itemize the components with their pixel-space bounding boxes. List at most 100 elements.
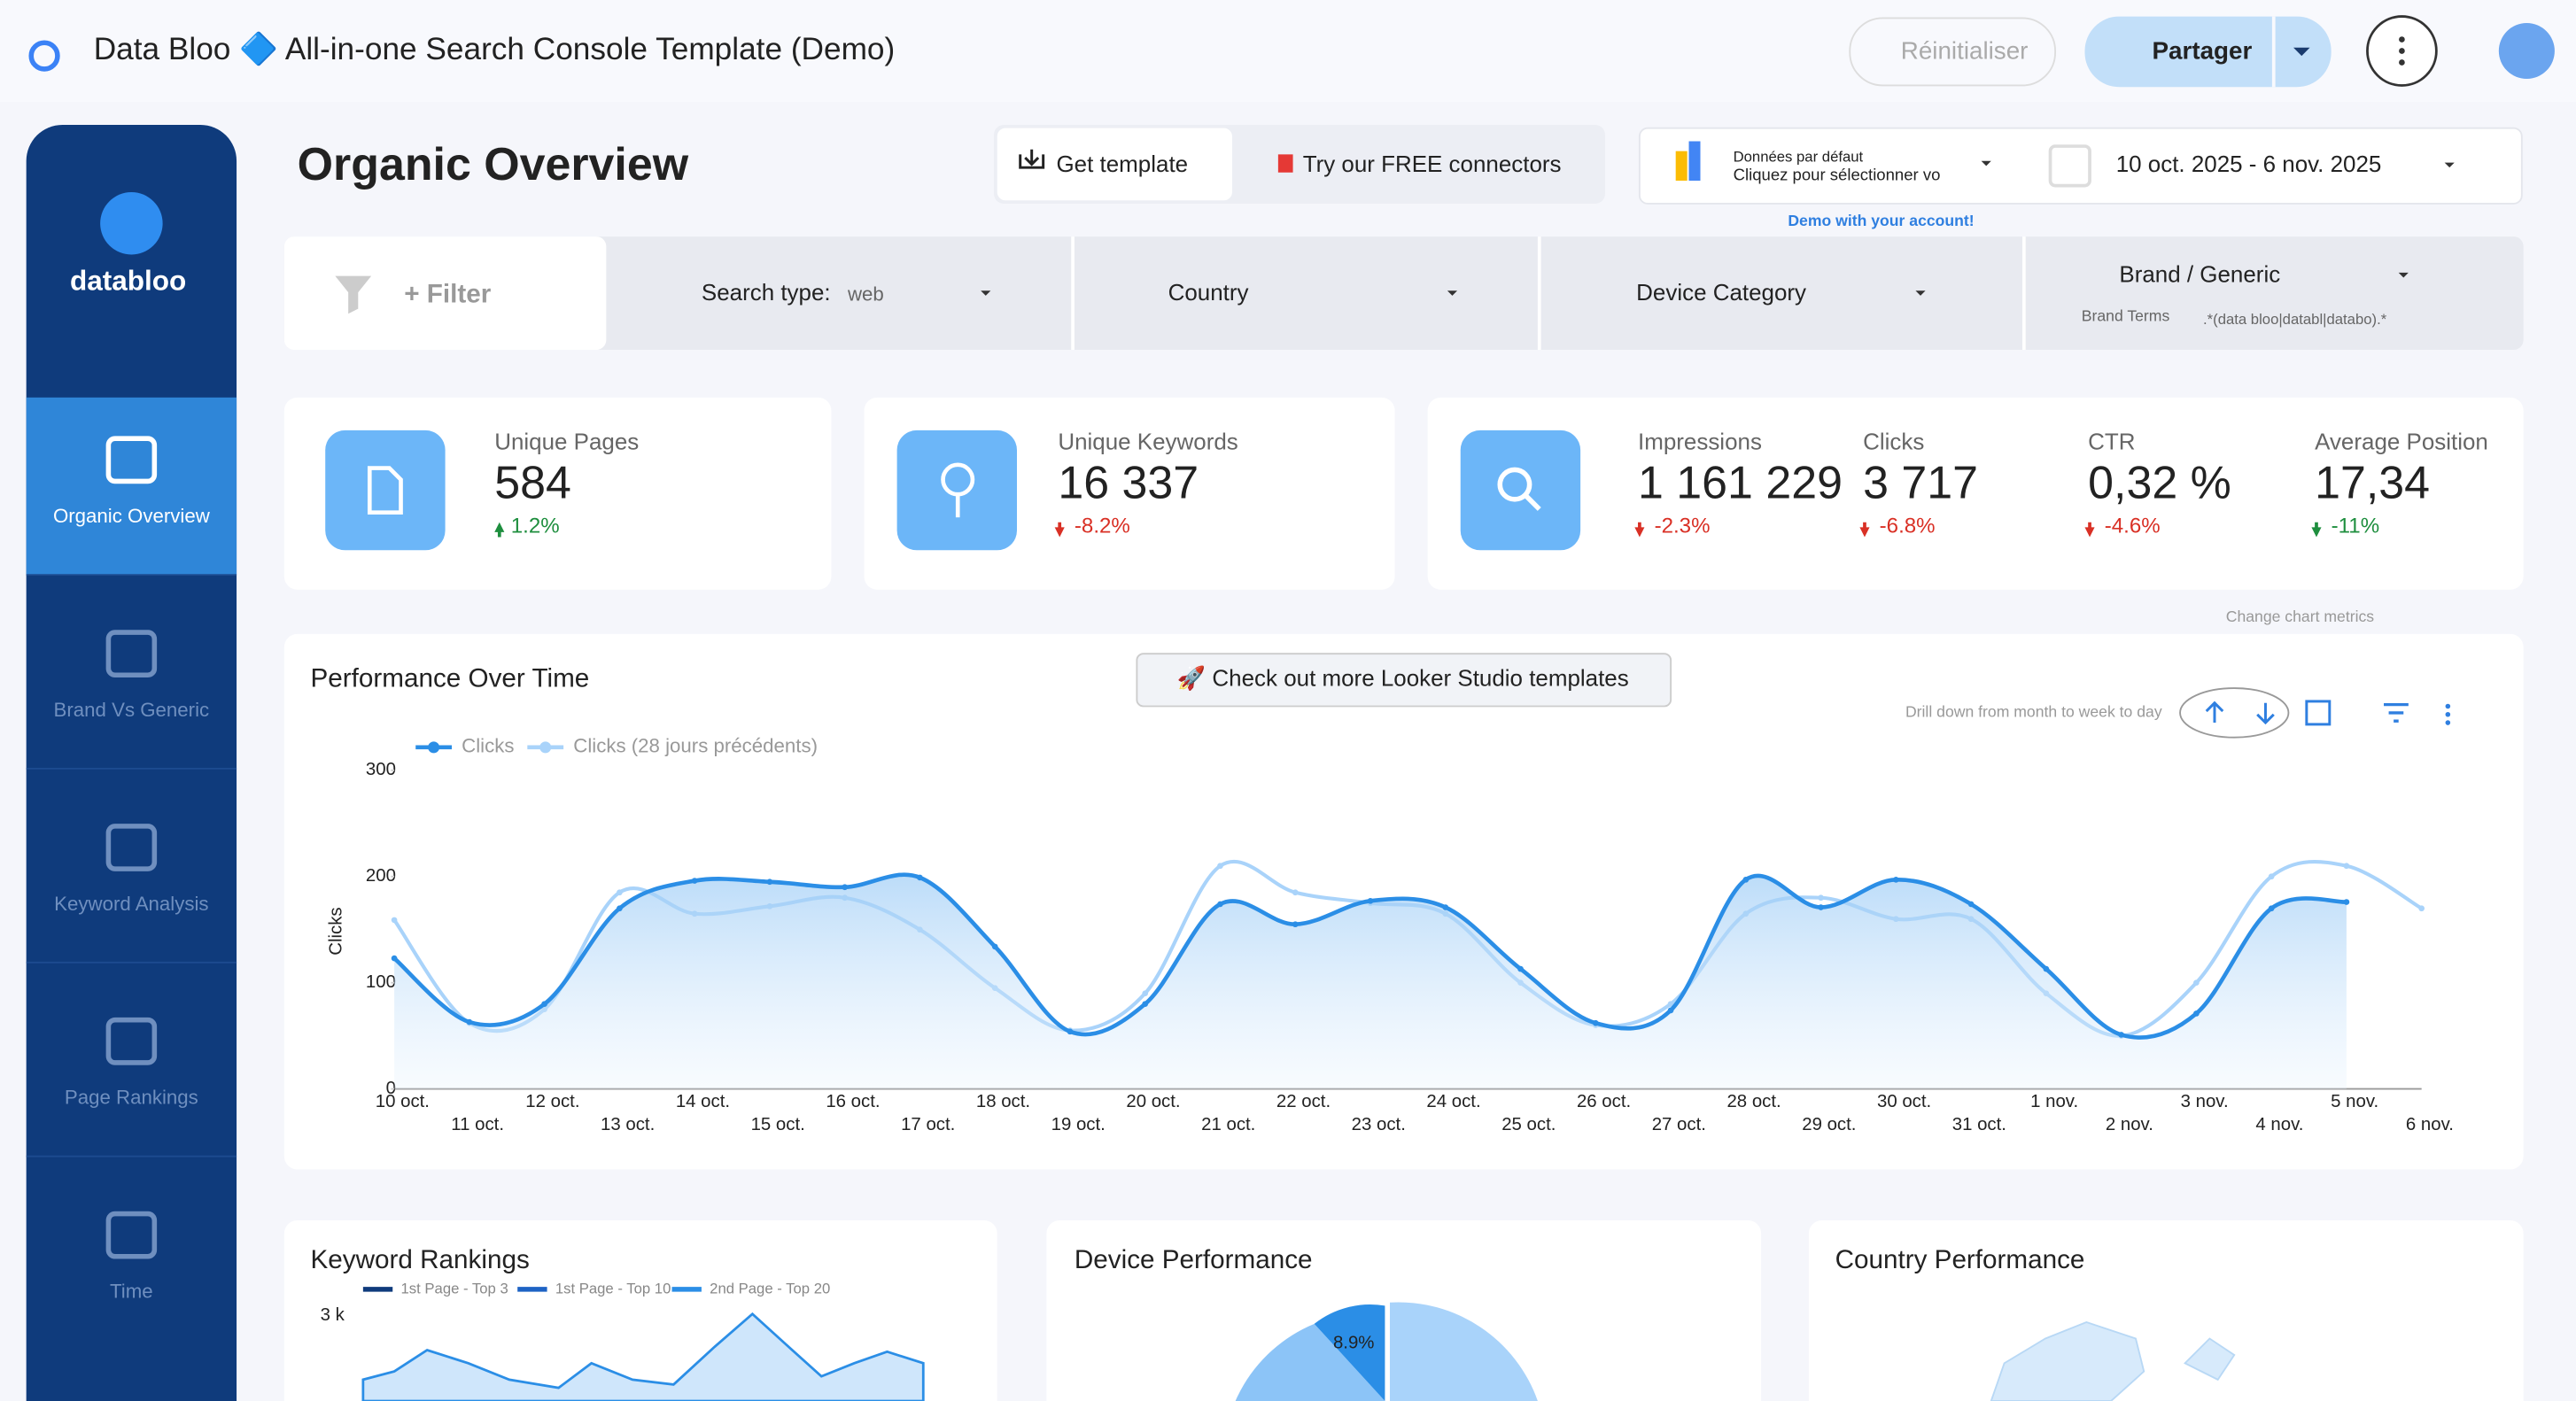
brand-filter[interactable]: Brand / Generic [2119,260,2280,287]
drill-circle [2179,687,2290,739]
brand-regex: .*(data bloo|databl|databo).* [2203,311,2387,328]
x-tick-label: 31 oct. [1952,1115,2006,1134]
x-tick-label: 1 nov. [2030,1092,2078,1111]
x-tick-label: 21 oct. [1201,1115,1255,1134]
pages-icon [325,430,446,551]
point [1592,1019,1599,1026]
x-tick-label: 2 nov. [2106,1115,2153,1134]
search-type-value[interactable]: web [847,283,884,306]
date-dropdown[interactable] [2444,162,2455,168]
point [1067,1028,1074,1035]
x-tick-label: 6 nov. [2406,1115,2454,1134]
menu-item[interactable]: Time [110,1280,153,1302]
get-template-label[interactable]: Get template [1057,151,1189,177]
point [1967,901,1975,908]
share-button[interactable] [2084,16,2332,88]
device-title: Device Performance [1075,1245,1313,1274]
point [1142,1001,1149,1008]
menu-item[interactable]: Brand Vs Generic [54,699,210,721]
chart-title: Performance Over Time [311,664,590,693]
point [1142,990,1149,997]
drill-arrows[interactable] [2205,700,2275,725]
source-dropdown[interactable] [1981,160,1991,166]
dot [2399,48,2405,54]
share-label: Partager [2153,37,2253,65]
point [1217,901,1223,908]
download-icon [1019,149,1045,169]
cta-button[interactable] [1136,653,1672,708]
x-tick-label: 5 nov. [2331,1092,2378,1111]
get-template-button[interactable] [997,128,1232,201]
point [1367,897,1374,904]
filter-button[interactable] [283,236,607,351]
kpi-value: 17,34 [2315,458,2430,509]
kpi-value: 1 161 229 [1638,458,1843,509]
magnifier-glyph [1497,467,1532,502]
x-tick-label: 25 oct. [1501,1115,1556,1134]
metrics-icon[interactable] [2305,700,2332,726]
pie-slice [1235,1323,1385,1401]
avatar[interactable] [2498,22,2555,80]
point [391,917,398,924]
device-filter[interactable]: Device Category [1636,279,1806,306]
point [1442,904,1449,910]
dot [2445,720,2451,725]
search-type-label[interactable]: Search type: [702,279,831,306]
x-tick-label: 11 oct. [451,1115,504,1134]
filter-label[interactable]: + Filter [404,280,492,309]
kpi-change: -2.3% [1655,515,1711,538]
sidebar-logo: databloo [70,264,186,296]
x-tick-label: 29 oct. [1802,1115,1856,1134]
trend-arrow [1634,522,1645,538]
map-shapes [1990,1320,2236,1401]
point [1667,1001,1674,1008]
menu-icon [105,824,158,871]
country-filter[interactable]: Country [1168,279,1249,306]
cta-label[interactable]: 🚀 Check out more Looker Studio templates [1177,665,1629,692]
kpi-label: CTR [2088,429,2135,455]
point [2268,873,2275,880]
kpi-change: -11% [2332,515,2379,538]
kpi-label: Impressions [1638,429,1762,455]
point [2343,899,2350,905]
x-tick-label: 17 oct. [901,1115,955,1134]
x-tick-label: 4 nov. [2255,1115,2303,1134]
kpi-value: 584 [494,458,571,509]
kpi-change: -6.8% [1880,515,1936,538]
x-tick-label: 12 oct. [525,1092,579,1111]
reset-button[interactable] [1849,17,2057,87]
source-line1: Données par défaut [1734,148,1864,165]
pie-slice [1314,1304,1385,1401]
demo-note: Demo with your account! [1788,212,1974,229]
source-icon [1688,141,1701,182]
connector-icon [1277,154,1293,173]
connectors-label[interactable]: Try our FREE connectors [1303,151,1562,177]
menu-item[interactable]: Page Rankings [65,1087,198,1109]
point [2193,1010,2200,1017]
keyword-legend: 1st Page - Top 3 1st Page - Top 10 2nd Pag… [362,1280,830,1297]
x-tick-label: 18 oct. [976,1092,1030,1111]
keyword-sparkline [361,1312,925,1401]
x-tick-label: 13 oct. [601,1115,655,1134]
area-fill [394,874,2347,1089]
date-range[interactable]: 10 oct. 2025 - 6 nov. 2025 [2116,151,2382,177]
legend-dot [428,741,440,754]
kpi-value: 3 717 [1863,458,1978,509]
share-dropdown[interactable] [2293,47,2310,57]
y-tick-label: 100 [366,972,396,992]
dot [2445,703,2451,709]
active-item [26,397,237,576]
point [691,878,698,884]
point [766,879,773,886]
kpi-change: 1.2% [511,515,560,538]
trend-arrow [1054,522,1065,538]
drill-note: Drill down from month to week to day [1905,703,2162,721]
kpi-values: Unique Pages 584 1.2% Unique Keywords 16 337… [494,429,2488,538]
x-tick-label: 30 oct. [1877,1092,1931,1111]
sidebar-menu: Organic Overview Brand Vs Generic Keyword … [26,397,237,1302]
brand-terms-label: Brand Terms [2082,307,2170,325]
source-line2[interactable]: Cliquez pour sélectionner vo [1734,165,1941,183]
point [2193,979,2200,987]
menu-item[interactable]: Keyword Analysis [54,893,208,915]
menu-item[interactable]: Organic Overview [53,505,211,527]
